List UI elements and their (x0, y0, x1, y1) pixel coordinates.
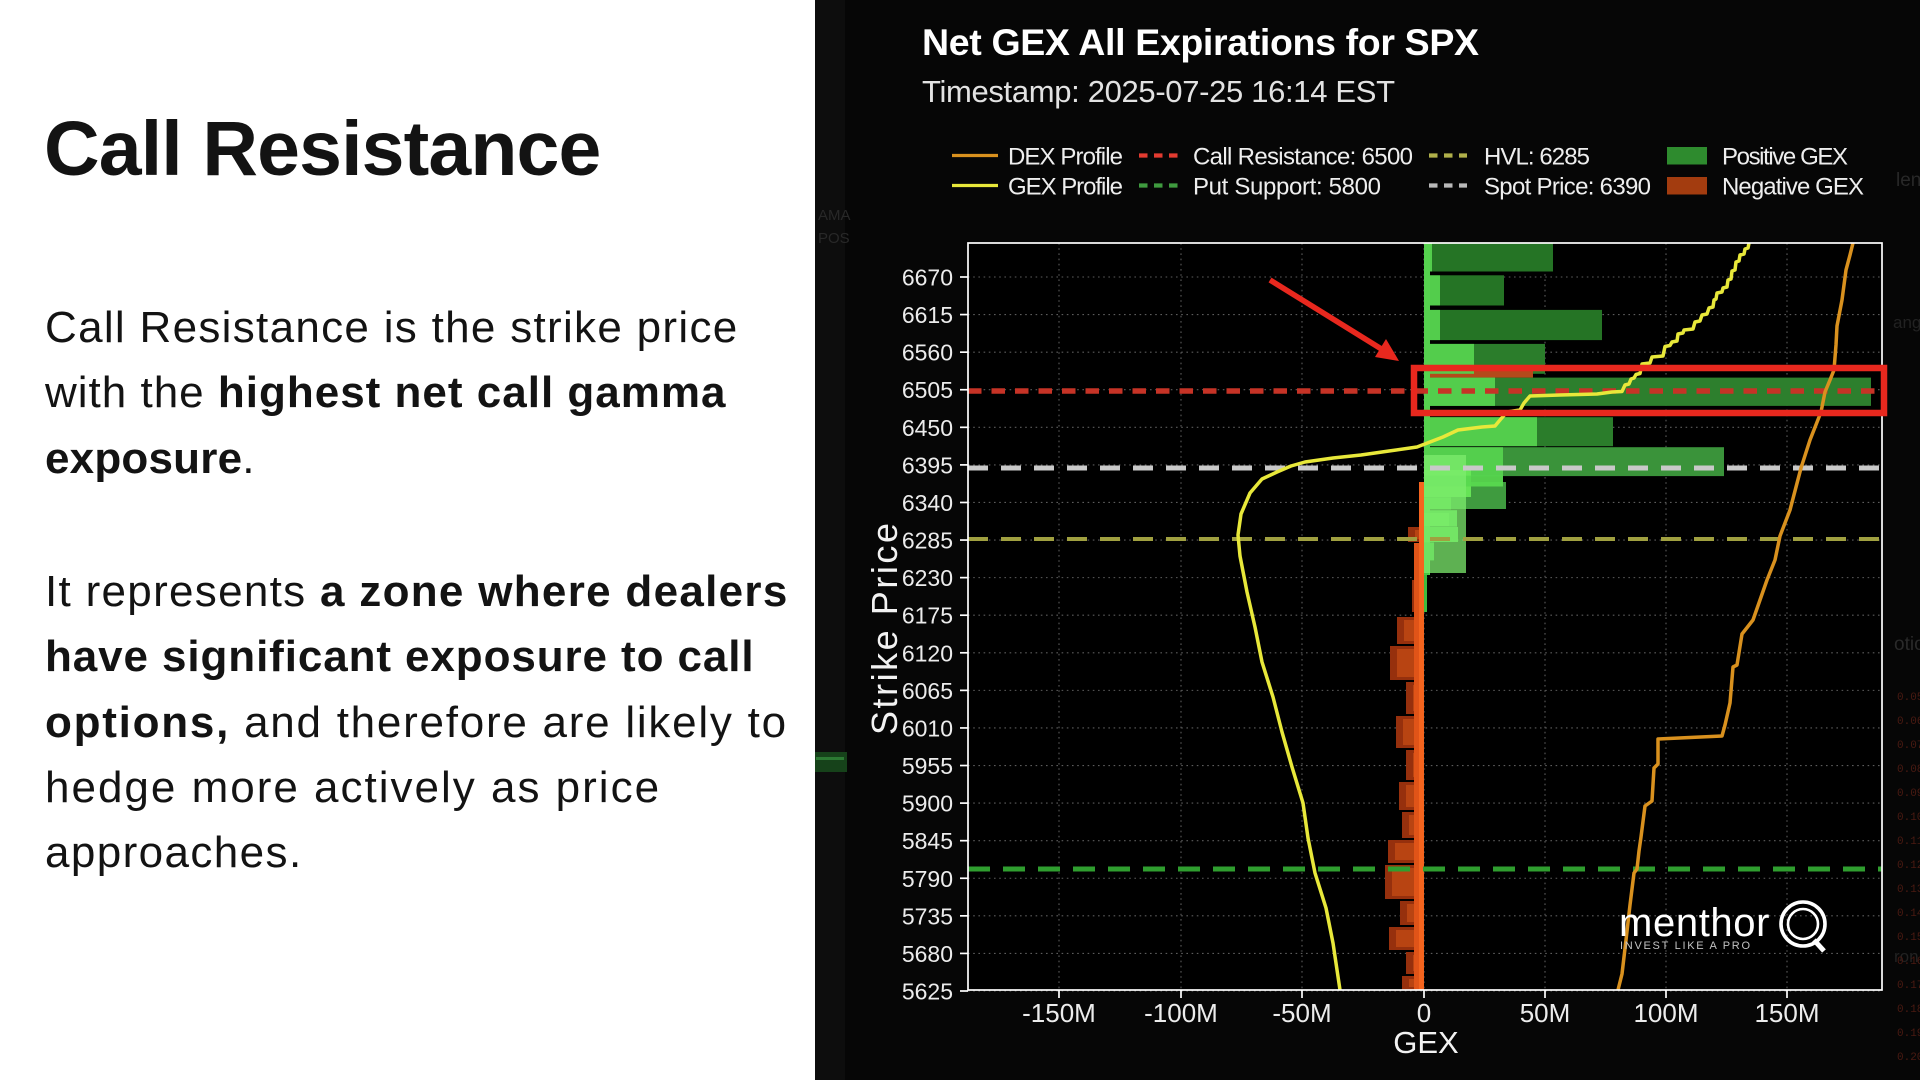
svg-text:5625: 5625 (902, 978, 953, 1004)
svg-text:5845: 5845 (902, 828, 953, 854)
svg-text:6450: 6450 (902, 415, 953, 441)
svg-text:0.09: 0.09 (1897, 788, 1920, 800)
svg-text:0.20: 0.20 (1897, 1052, 1920, 1064)
svg-text:Call Resistance: 6500: Call Resistance: 6500 (1193, 144, 1413, 171)
svg-text:6340: 6340 (902, 490, 953, 516)
svg-text:6230: 6230 (902, 565, 953, 591)
svg-text:5735: 5735 (902, 903, 953, 929)
svg-text:6285: 6285 (902, 528, 953, 554)
svg-text:-100M: -100M (1144, 998, 1218, 1028)
svg-text:0.11: 0.11 (1897, 836, 1920, 848)
svg-text:POS: POS (818, 230, 850, 247)
svg-text:0.13: 0.13 (1897, 884, 1920, 896)
svg-text:-50M: -50M (1272, 998, 1331, 1028)
svg-text:DEX Profile: DEX Profile (1008, 144, 1123, 171)
svg-text:AMA: AMA (818, 207, 851, 224)
svg-text:-150M: -150M (1022, 998, 1096, 1028)
svg-text:6175: 6175 (902, 603, 953, 629)
svg-text:0.06: 0.06 (1897, 716, 1920, 728)
svg-text:INVEST LIKE A PRO: INVEST LIKE A PRO (1620, 940, 1750, 952)
svg-text:6065: 6065 (902, 678, 953, 704)
svg-text:6560: 6560 (902, 340, 953, 366)
svg-text:Positive GEX: Positive GEX (1722, 144, 1848, 171)
svg-text:0.16: 0.16 (1897, 956, 1920, 968)
svg-text:0.18: 0.18 (1897, 1004, 1920, 1016)
svg-text:5790: 5790 (902, 866, 953, 892)
svg-text:50M: 50M (1520, 998, 1571, 1028)
svg-text:6615: 6615 (902, 302, 953, 328)
svg-text:0: 0 (1417, 998, 1431, 1028)
svg-text:len: len (1896, 170, 1920, 191)
svg-text:Negative GEX: Negative GEX (1722, 174, 1864, 201)
svg-text:5955: 5955 (902, 753, 953, 779)
svg-text:5680: 5680 (902, 941, 953, 967)
svg-text:5900: 5900 (902, 791, 953, 817)
svg-text:150M: 150M (1754, 998, 1819, 1028)
svg-text:0.08: 0.08 (1897, 764, 1920, 776)
svg-text:0.14: 0.14 (1897, 908, 1920, 920)
svg-text:Net GEX All Expirations for SP: Net GEX All Expirations for SPX (922, 21, 1479, 63)
svg-text:GEX Profile: GEX Profile (1008, 174, 1123, 201)
svg-text:100M: 100M (1633, 998, 1698, 1028)
svg-text:6505: 6505 (902, 377, 953, 403)
svg-text:menthor: menthor (1619, 901, 1770, 945)
svg-text:0.07: 0.07 (1897, 740, 1920, 752)
svg-text:0.17: 0.17 (1897, 980, 1920, 992)
svg-text:6670: 6670 (902, 265, 953, 291)
svg-text:HVL: 6285: HVL: 6285 (1484, 144, 1590, 171)
svg-text:0.19: 0.19 (1897, 1028, 1920, 1040)
svg-text:otio: otio (1894, 634, 1920, 655)
svg-text:Put Support: 5800: Put Support: 5800 (1193, 174, 1381, 201)
svg-text:0.12: 0.12 (1897, 860, 1920, 872)
svg-text:ron: ron (1894, 947, 1919, 966)
svg-text:ang: ang (1893, 313, 1920, 332)
svg-text:GEX: GEX (1393, 1025, 1459, 1060)
svg-text:6395: 6395 (902, 452, 953, 478)
svg-text:0.05: 0.05 (1897, 692, 1920, 704)
svg-text:Timestamp: 2025-07-25 16:14 ES: Timestamp: 2025-07-25 16:14 EST (922, 74, 1395, 109)
svg-text:6010: 6010 (902, 715, 953, 741)
svg-text:0.10: 0.10 (1897, 812, 1920, 824)
svg-text:6120: 6120 (902, 640, 953, 666)
svg-text:0.15: 0.15 (1897, 932, 1920, 944)
svg-text:Spot Price: 6390: Spot Price: 6390 (1484, 174, 1651, 201)
